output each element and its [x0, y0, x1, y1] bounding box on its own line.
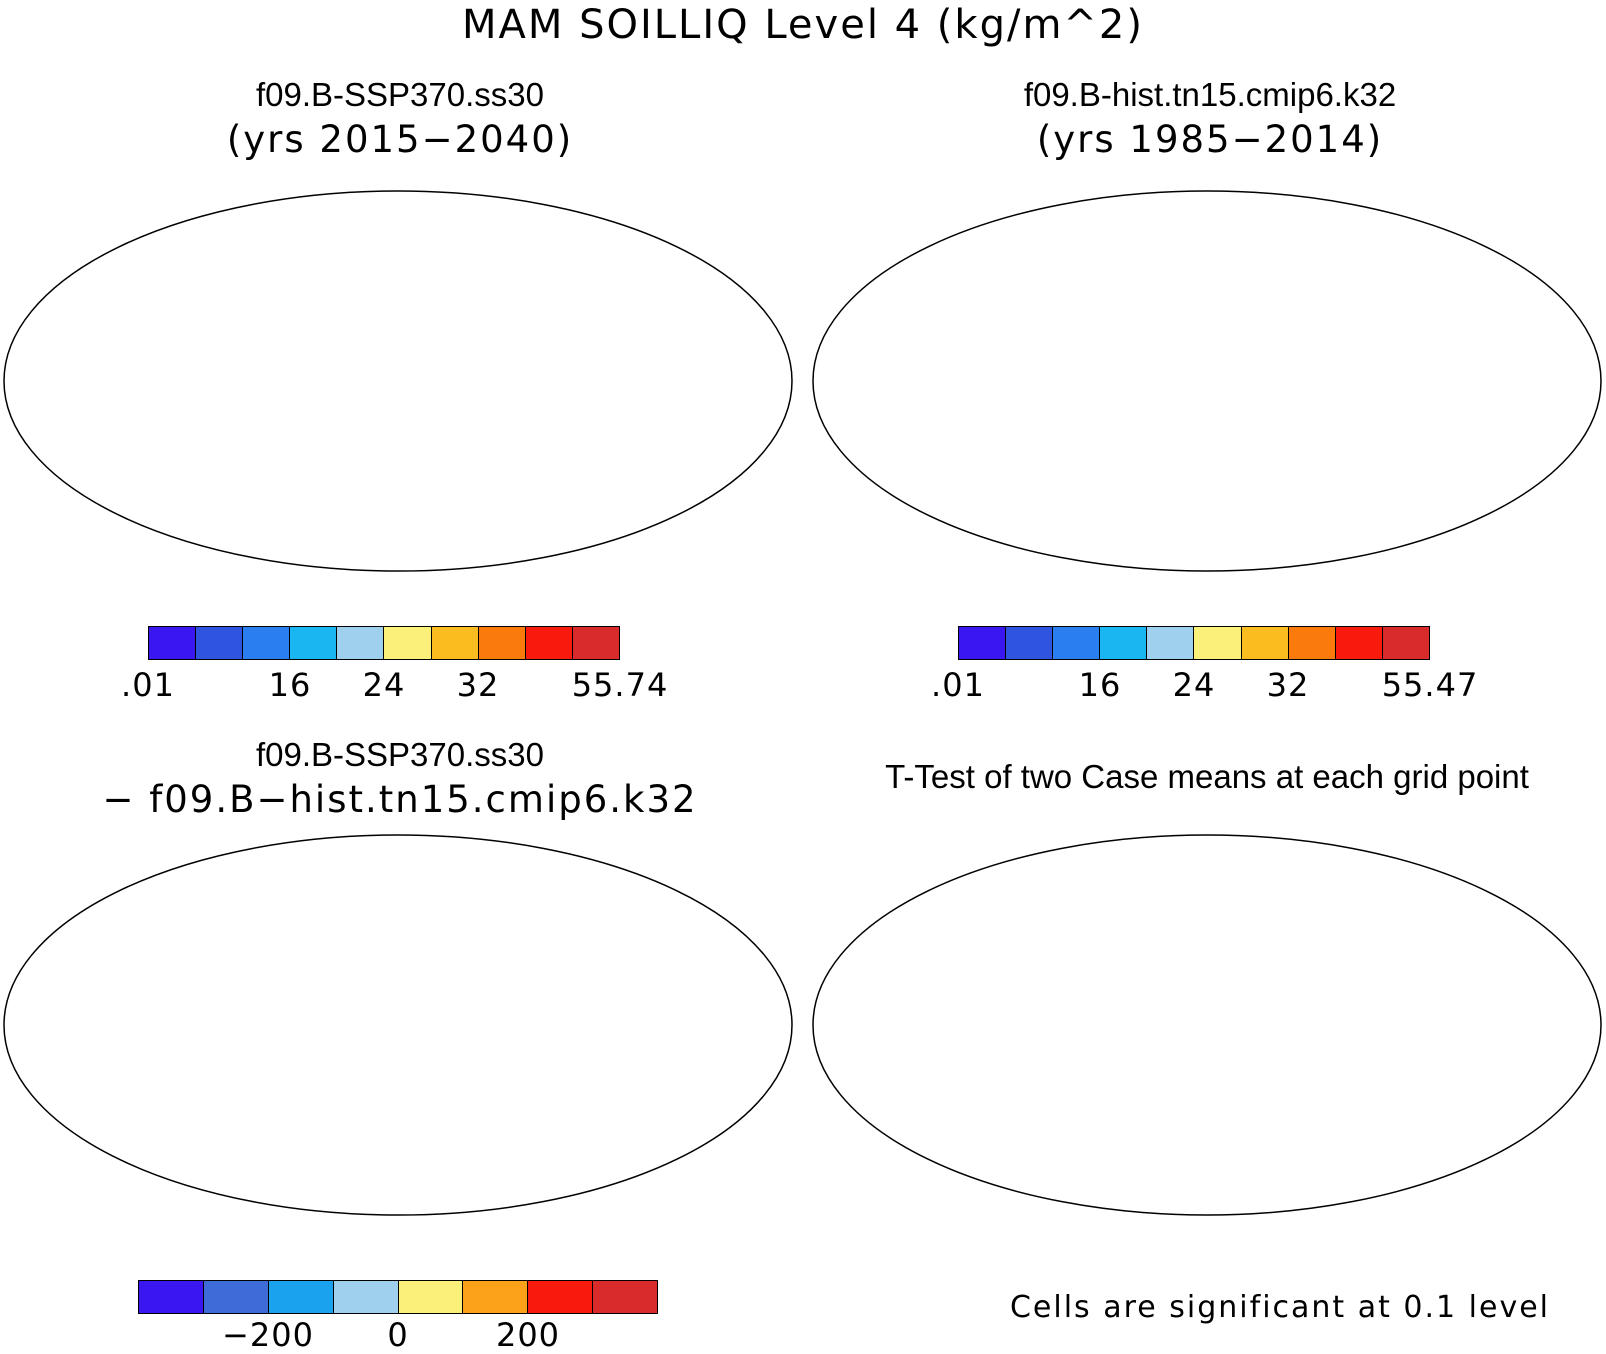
colorbar-swatch — [333, 1281, 399, 1313]
colorbar-tr-label-2: 24 — [1172, 666, 1216, 704]
colorbar-tr-label-0: .01 — [931, 666, 985, 704]
colorbar-swatch — [203, 1281, 269, 1313]
colorbar-bl-label-2: 200 — [495, 1316, 561, 1354]
colorbar-swatch — [196, 627, 244, 659]
colorbar-swatch — [268, 1281, 334, 1313]
colorbar-swatch — [1100, 627, 1148, 659]
colorbar-swatch — [290, 627, 338, 659]
colorbar-swatch — [959, 627, 1007, 659]
figure-title: MAM SOILLIQ Level 4 (kg/m^2) — [462, 2, 1144, 48]
colorbar-tr-label-4: 55.47 — [1381, 666, 1479, 704]
colorbar-swatch — [1147, 627, 1195, 659]
colorbar-tl-label-3: 32 — [456, 666, 500, 704]
colorbar-swatch — [431, 627, 479, 659]
colorbar-swatch — [139, 1281, 204, 1313]
colorbar-top-right — [958, 626, 1430, 660]
colorbar-swatch — [1335, 627, 1383, 659]
panel-bl-minus-line: − f09.B−hist.tn15.cmip6.k32 — [102, 778, 698, 821]
panel-tr-years: (yrs 1985−2014) — [1036, 118, 1384, 161]
panel-br-title: T-Test of two Case means at each grid po… — [885, 758, 1529, 795]
colorbar-tl-label-4: 55.74 — [571, 666, 669, 704]
colorbar-tr-label-3: 32 — [1266, 666, 1310, 704]
colorbar-swatch — [243, 627, 291, 659]
colorbar-swatch — [528, 1281, 594, 1313]
colorbar-swatch — [478, 627, 526, 659]
panel-tl-years: (yrs 2015−2040) — [226, 118, 574, 161]
colorbar-swatch — [1194, 627, 1242, 659]
colorbar-swatch — [1241, 627, 1289, 659]
colorbar-tl-label-0: .01 — [121, 666, 175, 704]
colorbar-swatch — [525, 627, 573, 659]
colorbar-bottom-left — [138, 1280, 658, 1314]
panel-bl-case-name: f09.B-SSP370.ss30 — [255, 736, 544, 773]
colorbar-bl-label-1: 0 — [387, 1316, 409, 1354]
colorbar-tr-label-1: 16 — [1078, 666, 1122, 704]
colorbar-swatch — [337, 627, 385, 659]
panel-tr-case-name: f09.B-hist.tn15.cmip6.k32 — [1023, 76, 1397, 113]
panel-tl-case-name: f09.B-SSP370.ss30 — [255, 76, 544, 113]
colorbar-swatch — [398, 1281, 464, 1313]
colorbar-swatch — [149, 627, 197, 659]
significance-note: Cells are significant at 0.1 level — [1009, 1290, 1550, 1325]
colorbar-swatch — [1053, 627, 1101, 659]
colorbar-swatch — [384, 627, 432, 659]
colorbar-bl-label-0: −200 — [222, 1316, 314, 1354]
colorbar-tl-label-1: 16 — [268, 666, 312, 704]
colorbar-swatch — [1006, 627, 1054, 659]
colorbar-swatch — [463, 1281, 529, 1313]
colorbar-swatch — [1288, 627, 1336, 659]
colorbar-top-left — [148, 626, 620, 660]
colorbar-swatch — [593, 1281, 657, 1313]
colorbar-tl-label-2: 24 — [362, 666, 406, 704]
colorbar-swatch — [572, 627, 619, 659]
colorbar-swatch — [1382, 627, 1429, 659]
